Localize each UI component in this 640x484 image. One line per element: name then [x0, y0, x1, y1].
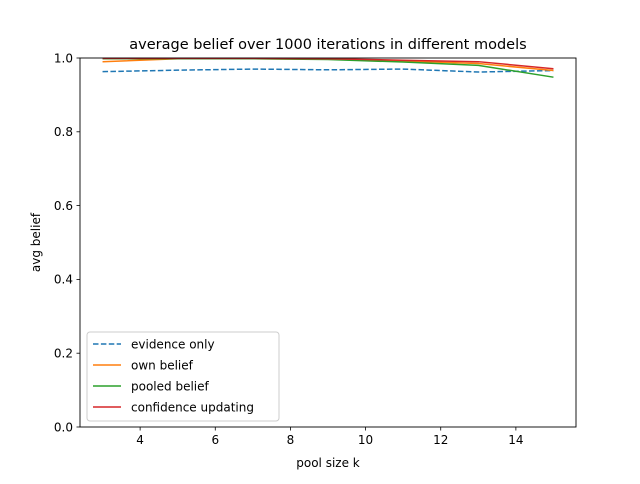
y-axis-label: avg belief	[29, 212, 43, 272]
y-axis-ticks: 0.0 0.2 0.4 0.6 0.8 1.0	[54, 51, 80, 434]
x-tick-label: 8	[287, 433, 295, 447]
x-axis-ticks: 4 6 8 10 12 14	[136, 427, 524, 447]
y-tick-label: 0.8	[54, 125, 73, 139]
y-tick-label: 0.4	[54, 273, 73, 287]
y-tick-label: 0.0	[54, 420, 73, 434]
x-tick-label: 12	[433, 433, 448, 447]
x-tick-label: 10	[358, 433, 373, 447]
y-tick-label: 0.6	[54, 199, 73, 213]
legend: evidence only own belief pooled belief conf…	[86, 331, 280, 422]
x-tick-label: 4	[136, 433, 144, 447]
y-tick-label: 1.0	[54, 51, 73, 65]
legend-label-1: own belief	[131, 358, 194, 372]
chart-title: average belief over 1000 iterations in d…	[129, 37, 526, 53]
plot-frame	[79, 57, 577, 428]
legend-box	[86, 331, 280, 422]
series-line-0	[102, 68, 554, 73]
y-tick-label: 0.2	[54, 347, 73, 361]
legend-label-2: pooled belief	[131, 379, 210, 393]
x-tick-label: 6	[211, 433, 219, 447]
legend-label-0: evidence only	[131, 337, 215, 351]
legend-label-3: confidence updating	[131, 400, 254, 414]
x-tick-label: 14	[508, 433, 523, 447]
x-axis-label: pool size k	[296, 456, 360, 470]
